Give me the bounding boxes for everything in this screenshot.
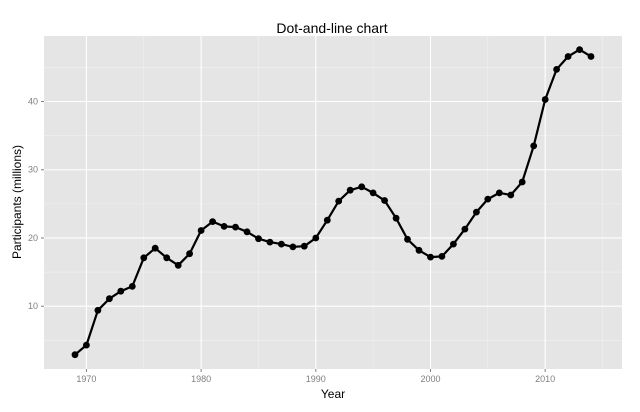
data-point — [128, 283, 136, 290]
data-point — [392, 214, 400, 222]
data-point — [507, 191, 515, 199]
data-point — [312, 234, 320, 242]
plot-panel — [44, 36, 622, 369]
data-point — [495, 189, 503, 197]
data-point — [518, 178, 526, 186]
data-point — [530, 142, 538, 150]
x-axis-title: Year — [321, 387, 345, 401]
x-tick-label: 1980 — [191, 374, 211, 384]
data-point — [553, 66, 560, 73]
data-point — [232, 223, 239, 231]
data-point — [369, 189, 377, 197]
data-point — [71, 351, 79, 359]
y-axis-title: Participants (millions) — [10, 145, 24, 259]
data-series — [71, 46, 595, 359]
data-point — [278, 240, 285, 248]
data-point — [117, 287, 125, 295]
data-point — [335, 197, 343, 205]
data-point — [83, 341, 90, 349]
x-tick-label: 2000 — [420, 374, 440, 384]
data-point — [151, 244, 159, 252]
series-line — [74, 48, 592, 356]
chart-title: Dot-and-line chart — [276, 20, 387, 36]
data-point — [427, 253, 434, 261]
data-point — [106, 295, 113, 303]
data-point — [186, 250, 194, 258]
data-point — [94, 306, 102, 314]
data-point — [289, 243, 297, 251]
data-point — [381, 197, 388, 204]
data-point — [209, 218, 217, 226]
data-point — [404, 235, 411, 243]
data-point — [576, 46, 583, 53]
y-tick-label: 10 — [28, 301, 38, 311]
y-tick-label: 20 — [28, 233, 38, 243]
data-point — [358, 183, 366, 191]
data-point — [473, 208, 480, 216]
gridlines — [44, 36, 622, 369]
data-point — [564, 53, 572, 60]
data-point — [266, 238, 274, 246]
data-point — [587, 53, 595, 60]
data-point — [243, 228, 251, 236]
data-point — [450, 240, 457, 248]
data-point — [197, 227, 205, 234]
data-point — [484, 195, 492, 203]
data-point — [323, 216, 331, 224]
y-tick-label: 30 — [28, 165, 38, 175]
y-tick-label: 40 — [28, 97, 38, 107]
data-point — [300, 242, 308, 250]
data-point — [163, 254, 171, 262]
x-tick-label: 1970 — [76, 374, 96, 384]
data-point — [541, 96, 549, 103]
x-tick-label: 2010 — [535, 374, 555, 384]
data-point — [220, 223, 228, 230]
data-point — [255, 235, 262, 243]
data-point — [140, 254, 148, 262]
data-point — [438, 253, 446, 260]
data-point — [174, 261, 182, 269]
data-point — [415, 246, 423, 254]
data-point — [461, 225, 469, 233]
x-tick-label: 1990 — [306, 374, 326, 384]
data-point — [346, 186, 354, 194]
